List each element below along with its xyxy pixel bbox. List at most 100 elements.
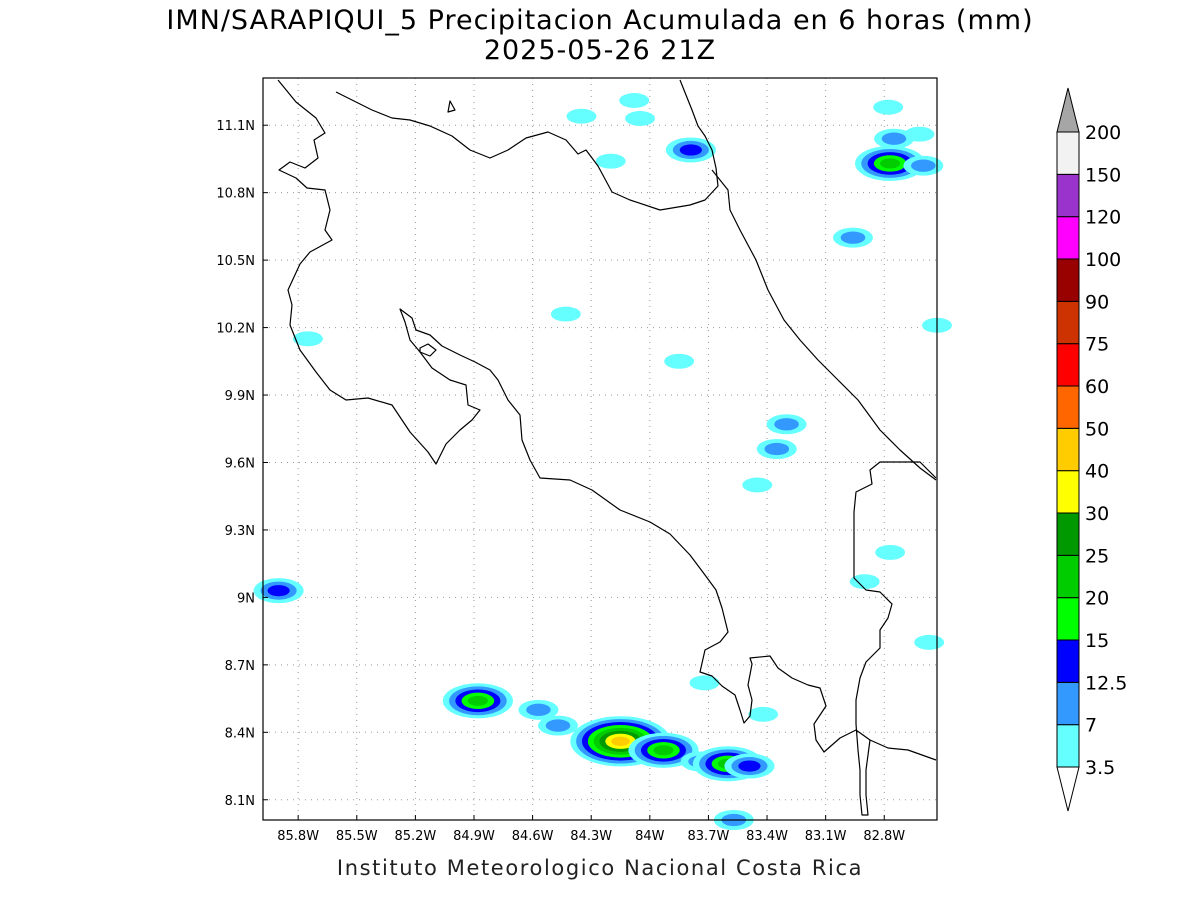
precip-cell bbox=[665, 137, 716, 163]
precipitation-cells bbox=[253, 93, 952, 830]
precip-contour bbox=[881, 132, 907, 145]
precip-cell bbox=[914, 634, 945, 650]
precip-contour bbox=[679, 144, 702, 156]
lon-tick-label: 82.8W bbox=[863, 829, 905, 844]
lat-tick-label: 9.3N bbox=[225, 524, 255, 539]
colorbar-level-label: 90 bbox=[1085, 291, 1109, 313]
colorbar-segment bbox=[1056, 385, 1080, 429]
precip-contour bbox=[742, 477, 773, 493]
precip-cell bbox=[849, 574, 880, 590]
lon-tick-label: 84.6W bbox=[512, 829, 554, 844]
precip-contour bbox=[664, 353, 695, 369]
precip-cell bbox=[570, 716, 671, 767]
colorbar-level-label: 50 bbox=[1085, 418, 1109, 440]
precip-contour bbox=[904, 126, 935, 142]
precip-cell bbox=[628, 732, 699, 768]
colorbar-level-label: 30 bbox=[1085, 503, 1109, 525]
precip-cell bbox=[904, 126, 935, 142]
colorbar-segment bbox=[1056, 681, 1080, 726]
precip-contour bbox=[875, 544, 906, 560]
lon-tick-label: 85.8W bbox=[277, 829, 319, 844]
colorbar-segment bbox=[1056, 258, 1080, 302]
colorbar-level-label: 40 bbox=[1085, 461, 1109, 483]
lon-tick-label: 84.3W bbox=[570, 829, 612, 844]
colorbar-bottom-arrow bbox=[1056, 766, 1080, 812]
lon-tick-label: 85.5W bbox=[336, 829, 378, 844]
colorbar-segment bbox=[1056, 427, 1080, 472]
precip-cell bbox=[253, 578, 304, 604]
precip-cell bbox=[689, 675, 720, 691]
precip-contour bbox=[467, 695, 488, 706]
precip-contour bbox=[840, 231, 866, 244]
precip-contour bbox=[689, 675, 720, 691]
precip-contour bbox=[619, 93, 650, 108]
chart-title: IMN/SARAPIQUI_5 Precipitacion Acumulada … bbox=[166, 5, 1034, 36]
precip-contour bbox=[550, 306, 581, 322]
colorbar-segment bbox=[1056, 512, 1080, 556]
lon-tick-label: 84.9W bbox=[453, 829, 495, 844]
precip-cell bbox=[855, 145, 926, 181]
lat-tick-label: 11.1N bbox=[216, 119, 255, 134]
precip-cell bbox=[756, 439, 797, 459]
colorbar-segment bbox=[1056, 554, 1080, 599]
precip-cell bbox=[664, 353, 695, 369]
colorbar-level-label: 100 bbox=[1085, 249, 1121, 271]
precip-contour bbox=[880, 158, 901, 169]
precip-cell bbox=[873, 99, 904, 115]
colorbar-legend: 3.5 7 12.5 15 20 25 30 40 50 60 75 90 100 120 150 200 bbox=[1056, 87, 1127, 812]
precip-cell bbox=[625, 111, 655, 126]
colorbar-segment bbox=[1056, 216, 1080, 260]
colorbar-level-label: 200 bbox=[1085, 122, 1121, 144]
precip-contour bbox=[738, 760, 761, 772]
colorbar-segment bbox=[1056, 300, 1080, 345]
lat-tick-label: 9N bbox=[237, 591, 255, 606]
precip-cell bbox=[724, 753, 775, 779]
precip-cell bbox=[742, 477, 773, 493]
lat-tick-label: 8.1N bbox=[225, 794, 255, 809]
precip-contour bbox=[774, 418, 799, 431]
lat-tick-label: 10.2N bbox=[216, 322, 255, 337]
lat-tick-label: 9.6N bbox=[225, 456, 255, 471]
map-gridlines bbox=[263, 78, 937, 820]
precip-cell bbox=[874, 128, 915, 149]
colorbar-level-label: 20 bbox=[1085, 588, 1109, 610]
map-border bbox=[262, 77, 938, 821]
precip-cell bbox=[833, 227, 873, 248]
precip-cell bbox=[619, 93, 650, 108]
colorbar-level-label: 25 bbox=[1085, 545, 1109, 567]
precip-cell bbox=[292, 331, 323, 347]
colorbar-level-label: 15 bbox=[1085, 630, 1109, 652]
colorbar-level-label: 150 bbox=[1085, 164, 1121, 186]
lon-tick-label: 83.7W bbox=[688, 829, 730, 844]
latitude-tick-labels: 11.1N 10.8N 10.5N 10.2N 9.9N 9.6N 9.3N 9N 8.7N 8.… bbox=[216, 119, 255, 809]
lat-tick-label: 8.4N bbox=[225, 726, 255, 741]
colorbar-segment bbox=[1056, 173, 1080, 218]
precip-contour bbox=[545, 719, 571, 732]
precip-contour bbox=[748, 706, 779, 722]
colorbar-segment bbox=[1056, 639, 1080, 683]
precip-contour bbox=[911, 159, 936, 172]
colorbar-level-label: 12.5 bbox=[1085, 672, 1127, 694]
colorbar-segment bbox=[1056, 131, 1080, 175]
lon-tick-label: 83.4W bbox=[746, 829, 788, 844]
lon-tick-label: 85.2W bbox=[394, 829, 436, 844]
precip-contour bbox=[611, 736, 630, 746]
precip-contour bbox=[526, 703, 551, 716]
precip-cell bbox=[538, 715, 578, 736]
precip-cell bbox=[903, 155, 944, 176]
precip-cell bbox=[766, 414, 807, 435]
precip-contour bbox=[914, 634, 945, 650]
map-frame bbox=[262, 77, 938, 821]
precip-contour bbox=[566, 108, 597, 124]
colorbar-segment bbox=[1056, 597, 1080, 641]
colorbar-level-label: 120 bbox=[1085, 207, 1121, 229]
precip-contour bbox=[625, 111, 655, 126]
lat-tick-label: 10.8N bbox=[216, 187, 255, 202]
precip-contour bbox=[267, 585, 290, 597]
precip-cell bbox=[518, 699, 559, 720]
colorbar-level-label: 75 bbox=[1085, 334, 1109, 356]
precip-cell bbox=[748, 706, 779, 722]
footer-attribution: Instituto Meteorologico Nacional Costa R… bbox=[336, 856, 864, 880]
precip-cell bbox=[875, 544, 906, 560]
precip-cell bbox=[442, 683, 513, 719]
